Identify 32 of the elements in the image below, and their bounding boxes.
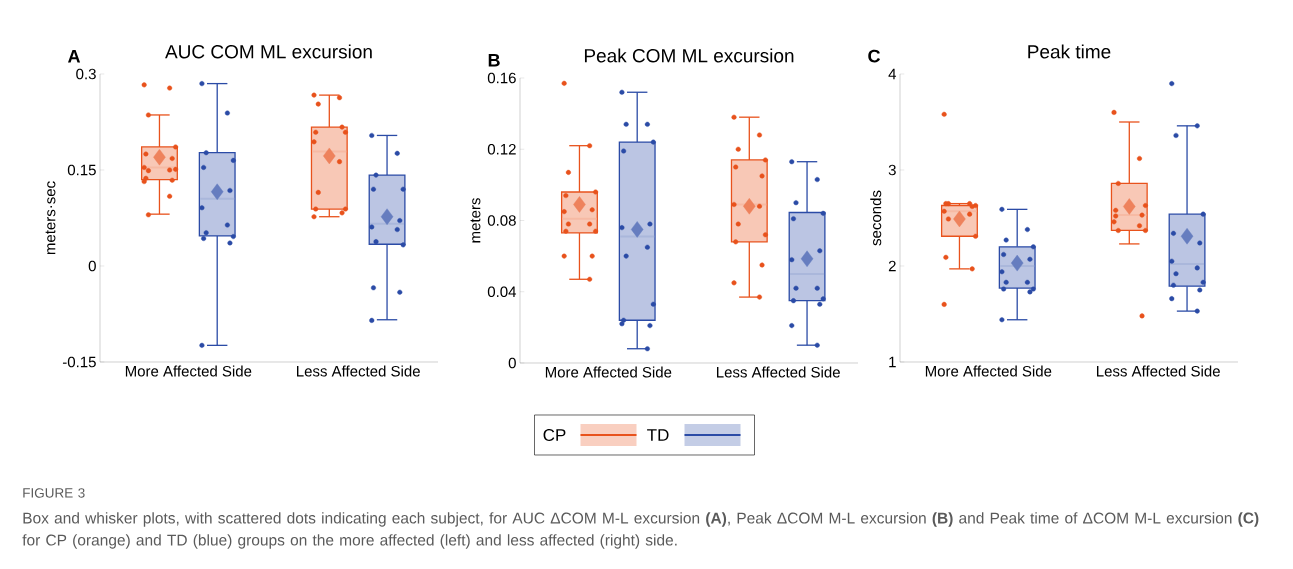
y-tick-label: 0.3: [76, 68, 96, 80]
y-tick-label: 0.15: [67, 164, 96, 176]
legend-label: TD: [647, 429, 669, 441]
x-tick-label: More Affected Side: [545, 366, 672, 378]
text: C: [868, 49, 881, 63]
y-axis-title: meters: [470, 198, 481, 243]
y-tick-label: 1: [889, 356, 896, 368]
x-tick-label: More Affected Side: [925, 365, 1052, 377]
text: Box and whisker plots, with scattered dots indicating each subject, for AUC ΔCOM M-L excursion (A), Peak ΔCOM M-L excursion (B) and Peak time of ΔCOM M-L excursion (C) for CP (orange) and TD (blue) groups on the more affected (left) and less affected (right) side.: [22, 512, 1259, 549]
caption: FIGURE 3: [23, 488, 85, 498]
y-axis-title: seconds: [870, 190, 882, 246]
legend-label: CP: [543, 428, 566, 442]
y-tick-label: 4: [888, 68, 897, 80]
y-tick-label: 0.04: [487, 286, 517, 298]
y-tick-label: 0.12: [487, 143, 516, 155]
y-tick-label: 3: [888, 164, 896, 176]
x-tick-label: Less Affected Side: [1096, 365, 1220, 377]
y-axis-title: meters·sec: [45, 181, 56, 255]
text: B: [488, 54, 500, 67]
chart-title: Peak time: [1028, 44, 1111, 59]
x-tick-label: Less Affected Side: [717, 366, 840, 378]
y-tick-label: 0: [508, 357, 516, 369]
chart-title: Peak COM ML excursion: [584, 48, 794, 63]
chart-title: AUC COM ML excursion: [165, 44, 372, 59]
y-tick-label: 2: [888, 260, 896, 272]
y-tick-label: 0: [88, 260, 96, 272]
x-tick-label: More Affected Side: [125, 365, 252, 377]
y-tick-label: -0.15: [62, 356, 96, 368]
y-tick-label: 0.16: [487, 72, 516, 84]
text: A: [68, 50, 81, 63]
y-tick-label: 0.08: [487, 215, 516, 226]
x-tick-label: Less Affected Side: [297, 365, 420, 377]
